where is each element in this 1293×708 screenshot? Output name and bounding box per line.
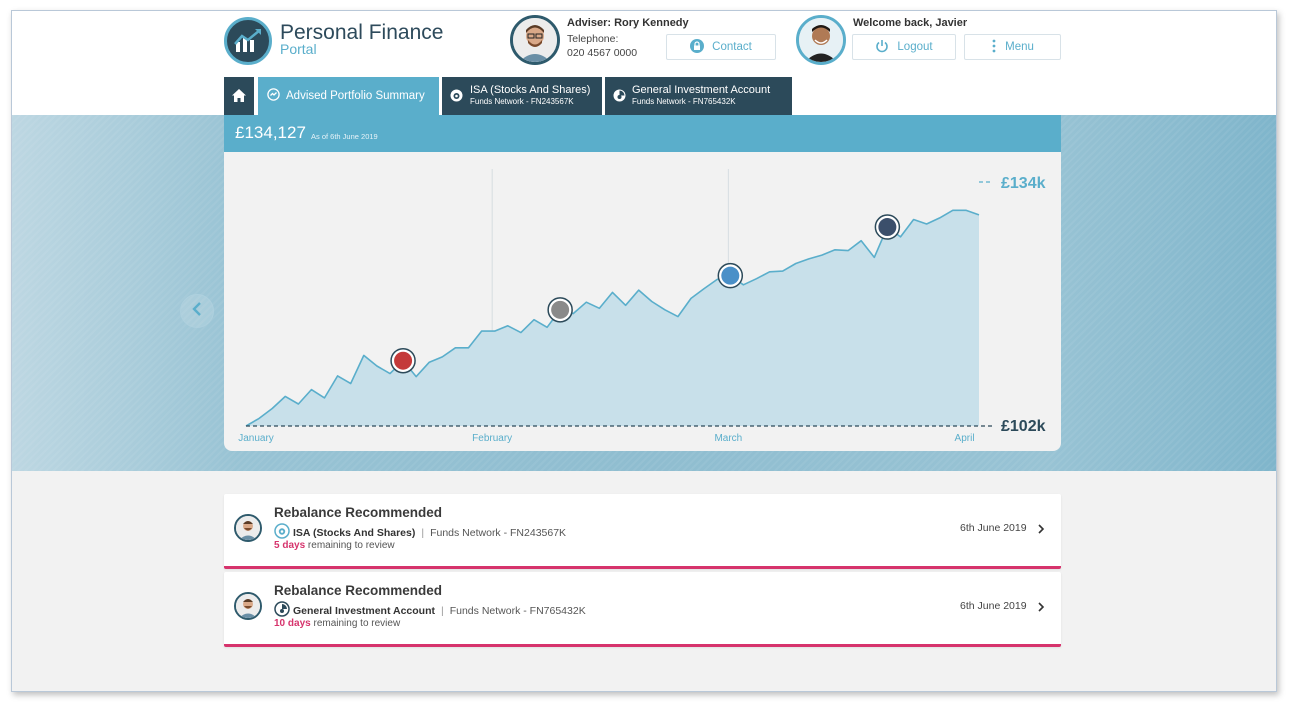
review-provider: Funds Network - FN765432K [449,604,586,617]
tab-home[interactable] [224,77,254,115]
menu-button[interactable]: Menu [964,34,1061,60]
portfolio-area [246,210,979,426]
portfolio-chart: £134k £102k January February March April [238,169,1046,444]
chevron-left-icon [192,301,202,321]
review-title: Rebalance Recommended [274,583,443,598]
brand-title: Personal Finance [280,21,444,44]
adviser-avatar-small [234,592,262,620]
review-deadline: 5 days remaining to review [274,540,395,551]
adviser-avatar [510,15,560,65]
x-tick-label: February [472,433,512,444]
gia-tab-icon [613,89,626,107]
review-account-name: ISA (Stocks And Shares) [293,526,416,539]
review-date: 6th June 2019 [960,522,1027,534]
brand-logo-icon[interactable] [224,17,272,65]
review-card[interactable]: Rebalance Recommended General Investment… [224,572,1061,647]
x-tick-label: January [238,433,274,444]
home-icon [232,89,246,107]
summary-tab-icon [267,88,280,104]
kebab-menu-icon [991,39,997,56]
review-deadline: 10 days remaining to review [274,618,400,629]
tab-isa[interactable]: ISA (Stocks And Shares) Funds Network - … [442,77,602,115]
adviser-name: Adviser: Rory Kennedy [567,17,689,29]
portfolio-balance: £134,127 [235,123,306,142]
chart-event-marker-image [551,300,570,319]
tab-summary-label: Advised Portfolio Summary [286,90,425,102]
previous-button[interactable] [180,294,214,328]
tab-gia-label: General Investment Account [632,84,771,96]
tab-advised-portfolio-summary[interactable]: Advised Portfolio Summary [258,77,439,115]
isa-tab-icon [450,89,463,107]
logout-label: Logout [897,41,933,53]
gia-account-icon [274,601,290,620]
review-days: 10 days [274,618,311,629]
chevron-right-icon[interactable] [1037,600,1045,618]
review-account-line: ISA (Stocks And Shares) | Funds Network … [274,523,566,542]
review-account-name: General Investment Account [293,604,435,617]
review-days: 5 days [274,540,306,551]
welcome-message: Welcome back, Javier [853,17,968,29]
review-card[interactable]: Rebalance Recommended ISA (Stocks And Sh… [224,494,1061,569]
portfolio-as-of: As of 6th June 2019 [311,132,378,141]
isa-account-icon [274,523,290,542]
review-days-suffix: remaining to review [307,540,395,551]
app-window: Personal Finance Portal Adviser: Rory Ke… [11,10,1277,692]
review-provider: Funds Network - FN243567K [430,526,567,539]
contact-label: Contact [712,41,752,53]
review-account-line: General Investment Account | Funds Netwo… [274,601,586,620]
brand-subtitle: Portal [280,41,317,57]
tab-isa-label: ISA (Stocks And Shares) [470,84,591,96]
portfolio-line [245,209,980,427]
chart-event-marker-image [878,218,897,237]
menu-label: Menu [1005,41,1034,53]
contact-button[interactable]: Contact [666,34,776,60]
adviser-avatar-small [234,514,262,542]
portfolio-chart-card: £134,127 As of 6th June 2019 £134k £102k J… [224,115,1061,451]
telephone-number: 020 4567 0000 [567,47,638,59]
tab-general-investment-account[interactable]: General Investment Account Funds Network… [605,77,792,115]
x-tick-label: March [714,433,742,444]
tab-gia-sub: Funds Network - FN765432K [632,97,736,106]
x-tick-label: April [955,433,975,444]
review-title: Rebalance Recommended [274,505,443,520]
power-icon [875,39,889,56]
min-value-label: £102k [1001,418,1046,435]
portfolio-header: £134,127 As of 6th June 2019 [224,115,1061,152]
telephone-label: Telephone: [567,33,619,45]
logout-button[interactable]: Logout [852,34,956,60]
user-avatar [796,15,846,65]
review-days-suffix: remaining to review [313,618,401,629]
tab-isa-sub: Funds Network - FN243567K [470,97,574,106]
review-date: 6th June 2019 [960,600,1027,612]
chart-event-marker-image [721,266,740,285]
chevron-right-icon[interactable] [1037,522,1045,540]
chart-event-marker-image [394,351,413,370]
lock-icon [690,38,705,56]
max-value-label: £134k [1001,175,1046,192]
